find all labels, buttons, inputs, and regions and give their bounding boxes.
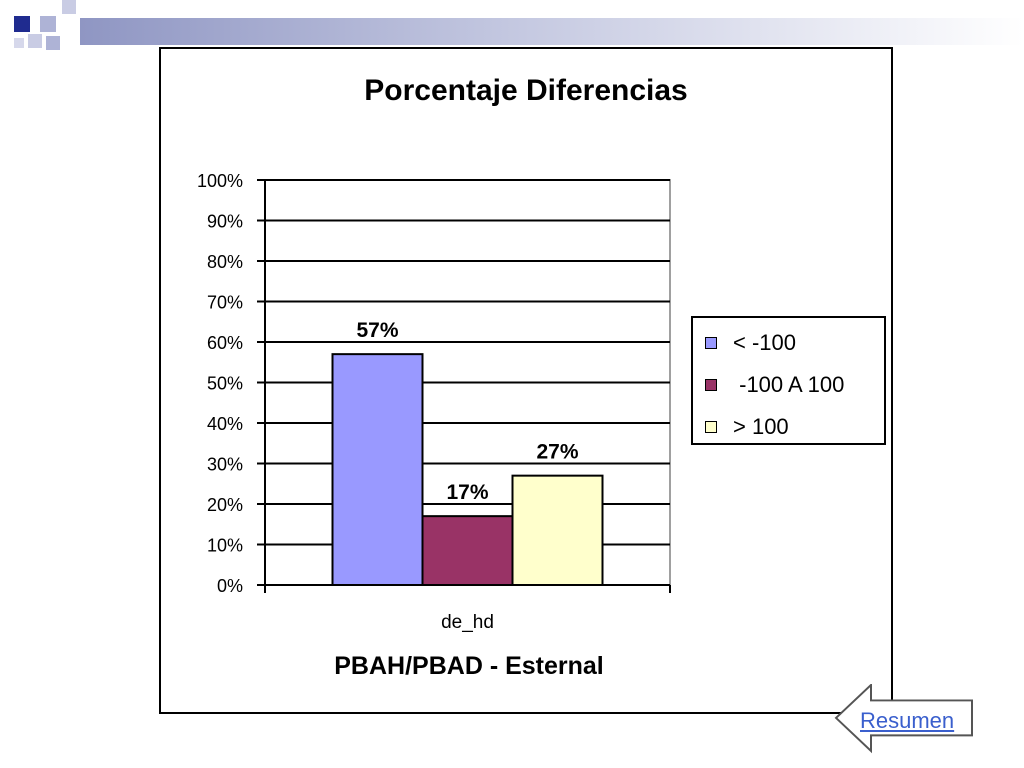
legend-swatch	[705, 379, 717, 391]
x-tick-label: de_hd	[441, 612, 494, 633]
header-square-light-b	[28, 34, 42, 48]
legend-label: -100 A 100	[733, 372, 845, 397]
legend-item: > 100	[705, 414, 789, 439]
x-axis-title: PBAH/PBAD - Esternal	[334, 652, 604, 680]
legend-label: < -100	[733, 330, 796, 355]
legend-item: < -100	[705, 330, 796, 355]
y-tick-label: 0%	[217, 576, 243, 596]
header-square-small	[14, 38, 24, 48]
header-square-light-a	[62, 0, 76, 14]
y-tick-label: 20%	[207, 495, 243, 515]
data-label: 57%	[356, 319, 398, 342]
bar	[331, 353, 424, 586]
y-tick-label: 50%	[207, 374, 243, 394]
legend-swatch	[705, 337, 717, 349]
header-square-navy	[14, 16, 30, 32]
y-tick-label: 10%	[207, 536, 243, 556]
bar	[511, 474, 604, 586]
resumen-back-button[interactable]: Resumen	[834, 684, 974, 754]
y-tick-label: 100%	[197, 171, 243, 191]
y-tick-label: 90%	[207, 212, 243, 232]
y-tick-label: 80%	[207, 252, 243, 272]
header-square-mid	[46, 36, 60, 50]
y-tick-label: 40%	[207, 414, 243, 434]
y-tick-label: 70%	[207, 293, 243, 313]
y-tick-label: 30%	[207, 455, 243, 475]
legend-swatch	[705, 421, 717, 433]
y-tick-label: 60%	[207, 333, 243, 353]
legend-label: > 100	[733, 414, 789, 439]
header-gradient-band	[80, 18, 1024, 45]
header-square-lavender	[40, 16, 56, 32]
data-label: 27%	[536, 441, 578, 464]
data-label: 17%	[446, 481, 488, 504]
left-arrow-icon	[834, 684, 973, 754]
chart-legend: < -100 -100 A 100 > 100	[691, 316, 886, 445]
resumen-link-label[interactable]: Resumen	[860, 708, 955, 733]
chart-title: Porcentaje Diferencias	[364, 74, 688, 107]
bar	[421, 515, 514, 587]
legend-item: -100 A 100	[705, 372, 845, 397]
